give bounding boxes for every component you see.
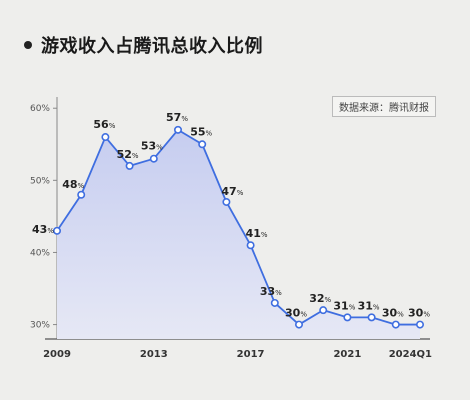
data-point	[101, 133, 110, 142]
y-tick-label: 30%	[30, 321, 50, 331]
series-line	[56, 128, 420, 326]
x-tick-label: 2013	[140, 349, 168, 360]
data-label: 32%	[309, 292, 331, 305]
data-point	[125, 161, 134, 170]
data-point	[149, 154, 158, 163]
data-source-label: 数据来源：腾讯财报	[332, 96, 436, 117]
data-point	[222, 197, 231, 206]
bullet-dot-icon	[24, 41, 32, 49]
data-point	[77, 190, 86, 199]
x-tick-label: 2017	[237, 349, 265, 360]
y-tick-label: 40%	[30, 248, 50, 258]
x-tick-label: 2024Q1	[389, 349, 432, 360]
data-label: 48%	[62, 178, 84, 191]
data-label: 52%	[117, 148, 139, 161]
data-label: 33%	[260, 285, 282, 298]
x-tick-label: 2021	[333, 349, 361, 360]
y-tick-label: 60%	[30, 104, 50, 114]
data-label: 31%	[358, 299, 380, 312]
data-label: 31%	[333, 299, 355, 312]
data-point	[52, 226, 61, 235]
data-point	[391, 320, 400, 329]
data-label: 53%	[141, 140, 163, 153]
data-label: 56%	[93, 118, 115, 131]
data-point	[198, 140, 207, 149]
data-label: 41%	[246, 227, 268, 240]
data-point	[294, 320, 303, 329]
data-label: 55%	[190, 125, 212, 138]
data-label: 47%	[221, 185, 243, 198]
chart-title-row: 游戏收入占腾讯总收入比例	[24, 32, 263, 58]
data-label: 43%	[32, 223, 54, 236]
data-point	[367, 313, 376, 322]
data-point	[174, 125, 183, 134]
data-point	[270, 298, 279, 307]
x-tick-label: 2009	[43, 349, 71, 360]
data-label: 30%	[382, 307, 404, 320]
data-label: 57%	[166, 111, 188, 124]
chart-title: 游戏收入占腾讯总收入比例	[41, 36, 263, 57]
data-point	[246, 241, 255, 250]
y-tick-label: 50%	[30, 176, 50, 186]
data-point	[343, 313, 352, 322]
area-fill	[57, 129, 420, 339]
data-label: 30%	[408, 307, 430, 320]
data-point	[319, 306, 328, 315]
data-label: 30%	[285, 307, 307, 320]
data-point	[415, 320, 424, 329]
